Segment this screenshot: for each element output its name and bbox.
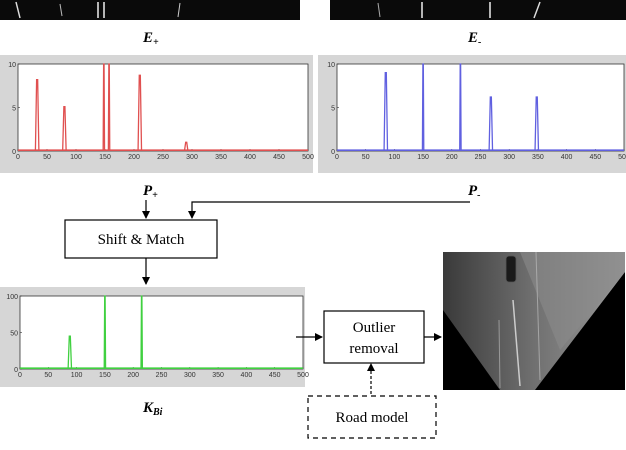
x-tick-label: 250 [157,154,169,161]
x-tick-label: 250 [475,154,487,161]
x-tick-label: 500 [618,154,626,161]
arrow-p-minus-to-shift [188,201,470,219]
x-tick-label: 350 [212,372,224,379]
series-peak [137,74,143,152]
y-tick-label: 5 [331,106,335,113]
x-tick-label: 300 [184,372,196,379]
x-tick-label: 150 [99,154,111,161]
x-tick-label: 450 [269,372,281,379]
series-peak [534,96,540,152]
outlier-text-line2: removal [349,341,398,357]
p-plus-label: P+ [143,183,158,201]
shift-match-text: Shift & Match [98,232,185,248]
x-tick-label: 450 [273,154,285,161]
x-tick-label: 400 [241,372,253,379]
p-minus-chart: 0 50 100 150 200 250 300 350 400 450 500 0 5 10 [318,55,626,173]
x-tick-label: 150 [417,154,429,161]
shift-match-box: Shift & Match [64,219,218,259]
series-peak [383,72,389,152]
x-tick-label: 300 [186,154,198,161]
y-tick-label: 10 [327,62,335,69]
x-tick-label: 350 [532,154,544,161]
x-tick-label: 500 [302,154,314,161]
e-minus-label: E- [467,30,481,48]
y-tick-label: 0 [14,367,18,374]
x-tick-label: 50 [43,154,51,161]
y-tick-label: 10 [8,62,16,69]
x-tick-label: 150 [99,372,111,379]
outlier-removal-box: Outlier removal [323,310,425,364]
plot-area [19,295,304,370]
x-tick-label: 0 [16,154,20,161]
k-bi-label: KBi [142,400,163,418]
x-tick-label: 400 [244,154,256,161]
x-tick-label: 400 [561,154,573,161]
e-plus-label: E+ [142,30,159,48]
p-minus-label: P- [468,183,481,201]
x-tick-label: 350 [215,154,227,161]
y-tick-label: 100 [6,294,18,301]
series-peak [421,63,425,152]
series-peak [67,335,73,370]
series-peak [140,295,144,370]
result-road-image [443,251,625,390]
e-minus-strip [330,0,626,20]
road-model-box: Road model [307,395,437,439]
x-tick-label: 450 [589,154,601,161]
road-model-text: Road model [336,410,409,426]
series-peak [107,63,111,152]
series-peak [183,141,189,152]
k-bi-chart: 0 50 100 150 200 250 300 350 400 450 500 0 50 100 [0,287,309,387]
plot-area [336,63,625,152]
y-tick-label: 0 [12,149,16,156]
series-peak [103,295,107,370]
x-tick-label: 100 [389,154,401,161]
series-peak [34,79,40,152]
x-tick-label: 100 [70,154,82,161]
x-tick-label: 0 [18,372,22,379]
x-tick-label: 100 [71,372,83,379]
outlier-text-line1: Outlier [353,320,396,336]
plot-area [17,63,309,152]
e-plus-strip [0,0,300,20]
x-tick-label: 300 [503,154,515,161]
x-tick-label: 200 [128,154,140,161]
x-tick-label: 500 [297,372,309,379]
y-tick-label: 50 [10,331,18,338]
p-plus-chart: 0 50 100 150 200 250 300 350 400 450 500 0 5 10 [0,55,314,173]
series-peak [102,63,106,152]
x-tick-label: 50 [44,372,52,379]
y-tick-label: 0 [331,149,335,156]
x-tick-label: 50 [362,154,370,161]
series-peak [62,105,67,152]
y-tick-label: 5 [12,106,16,113]
x-tick-label: 200 [127,372,139,379]
series-peak [459,63,462,152]
x-tick-label: 0 [335,154,339,161]
series-peak [488,96,494,152]
x-tick-label: 250 [156,372,168,379]
x-tick-label: 200 [446,154,458,161]
